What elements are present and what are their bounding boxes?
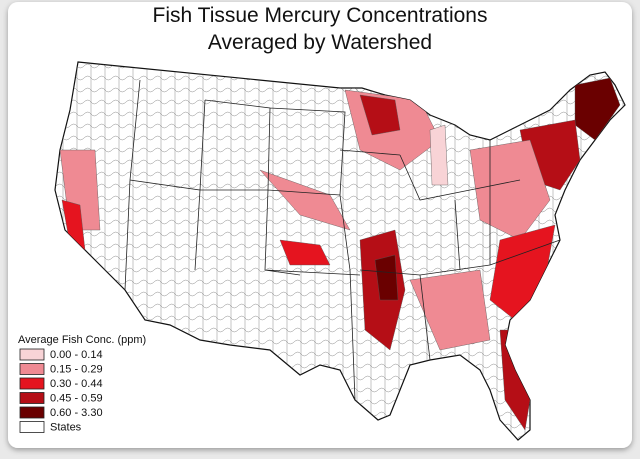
patch (259, 169, 351, 231)
legend: Average Fish Conc. (ppm) 0.00 - 0.14 0.15… (18, 334, 146, 434)
patch (574, 77, 621, 141)
legend-label: 0.30 - 0.44 (50, 378, 103, 390)
legend-swatch (19, 421, 45, 433)
title-line-2: Averaged by Watershed (208, 31, 432, 54)
map (54, 61, 626, 441)
legend-label: States (50, 421, 82, 433)
legend-swatch (19, 363, 45, 375)
legend-label: 0.00 - 0.14 (50, 349, 103, 361)
patch (359, 94, 401, 136)
legend-swatch (19, 392, 45, 404)
state-borders (124, 79, 561, 401)
patch (429, 124, 449, 186)
patch (279, 239, 331, 266)
patch (409, 269, 491, 351)
legend-items: 0.00 - 0.14 0.15 - 0.29 0.30 - 0.44 0.45 - … (19, 348, 103, 433)
legend-title: Average Fish Conc. (ppm) (18, 334, 146, 346)
legend-swatch (19, 406, 45, 419)
legend-swatch (19, 377, 45, 390)
patch (374, 254, 399, 301)
legend-label: 0.15 - 0.29 (50, 363, 103, 375)
legend-label: 0.60 - 3.30 (50, 407, 103, 419)
patch (489, 224, 556, 321)
legend-swatch (19, 348, 45, 361)
title-line-1: Fish Tissue Mercury Concentrations (153, 4, 488, 27)
legend-label: 0.45 - 0.59 (50, 392, 103, 404)
patch (61, 199, 86, 251)
